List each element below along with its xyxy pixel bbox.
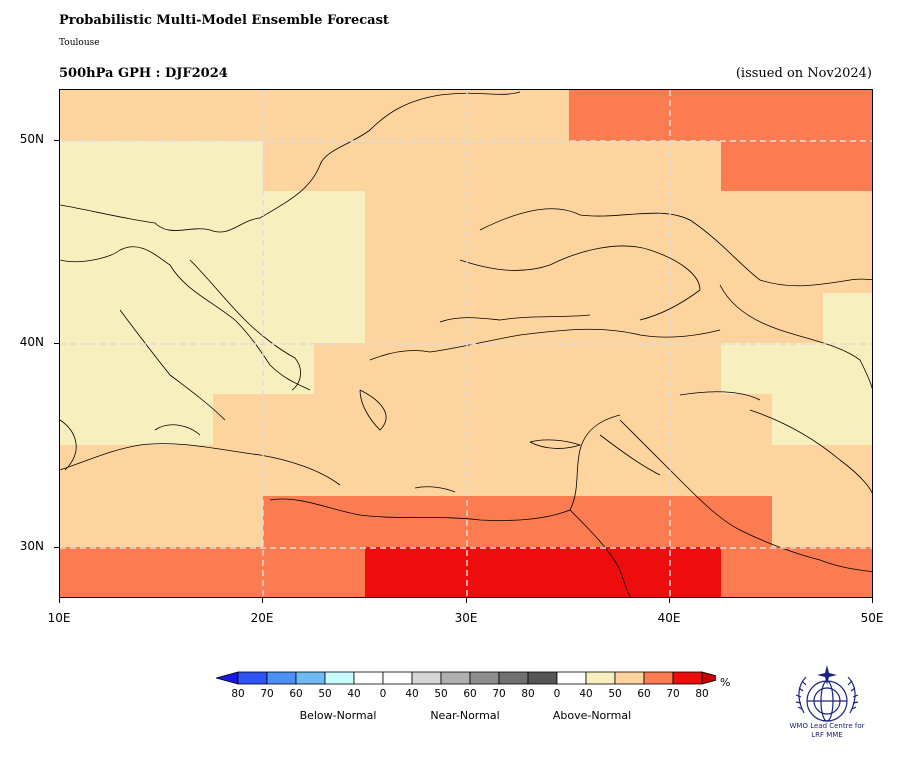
colorbar-tick-label: 0: [553, 688, 561, 700]
colorbar-tick-label: 0: [379, 688, 387, 700]
graticule: [60, 90, 872, 597]
colorbar-tick-label: 50: [434, 688, 448, 700]
colorbar-segment: [353, 671, 384, 685]
page-title: Probabilistic Multi-Model Ensemble Forec…: [59, 13, 389, 28]
colorbar-segment: [498, 671, 529, 685]
map-title: 500hPa GPH : DJF2024: [59, 66, 228, 81]
colorbar-tick-label: 60: [289, 688, 303, 700]
colorbar-segment: [672, 671, 703, 685]
colorbar-segment: [440, 671, 471, 685]
lon-tick-mark: [872, 598, 873, 603]
wmo-logo: [795, 665, 859, 722]
lon-tick-50e: 50E: [860, 611, 884, 625]
colorbar-segment: [643, 671, 674, 685]
lon-tick-10e: 10E: [47, 611, 71, 625]
colorbar-segment: [324, 671, 355, 685]
lat-tick-40n: 40N: [19, 335, 44, 349]
colorbar-segment: [295, 671, 326, 685]
colorbar-tick-label: 80: [695, 688, 709, 700]
colorbar-segment: [237, 671, 268, 685]
colorbar-segment: [585, 671, 616, 685]
cell-above-40: [721, 293, 872, 445]
colorbar-tick-label: 50: [608, 688, 622, 700]
colorbar-segment: [382, 671, 413, 685]
colorbar: [216, 671, 716, 685]
map-svg: [60, 90, 872, 597]
logo-text-line2: LRF MME: [811, 731, 843, 739]
cell-above-70: [365, 547, 721, 597]
lon-tick-20e: 20E: [250, 611, 274, 625]
colorbar-segment: [527, 671, 558, 685]
colorbar-tick-label: 70: [260, 688, 274, 700]
colorbar-tick-label: 70: [666, 688, 680, 700]
cell-above-40: [60, 141, 365, 445]
category-above-normal: Above-Normal: [552, 709, 632, 722]
colorbar-tick-label: 80: [231, 688, 245, 700]
colorbar-tick-label: 40: [347, 688, 361, 700]
lon-tick-mark: [59, 598, 60, 603]
colorbar-tick-label: 60: [463, 688, 477, 700]
page-subtitle: Toulouse: [59, 38, 100, 48]
colorbar-tick-label: 50: [318, 688, 332, 700]
lon-tick-30e: 30E: [454, 611, 478, 625]
lat-tick-mark: [54, 343, 59, 344]
colorbar-tick-label: 40: [579, 688, 593, 700]
logo-text-line1: WMO Lead Centre for: [789, 722, 865, 730]
lon-tick-mark: [466, 598, 467, 603]
category-near-normal: Near-Normal: [430, 709, 500, 722]
lon-tick-mark: [262, 598, 263, 603]
colorbar-segment: [266, 671, 297, 685]
lat-tick-30n: 30N: [19, 539, 44, 553]
lat-tick-mark: [54, 547, 59, 548]
lon-tick-mark: [669, 598, 670, 603]
lat-tick-mark: [54, 140, 59, 141]
lat-tick-50n: 50N: [19, 132, 44, 146]
colorbar-segment: [411, 671, 442, 685]
issued-date: (issued on Nov2024): [735, 66, 872, 81]
colorbar-tick-label: 80: [521, 688, 535, 700]
colorbar-segment: [614, 671, 645, 685]
colorbar-segment: [556, 671, 587, 685]
colorbar-unit: %: [720, 676, 731, 689]
lon-tick-40e: 40E: [657, 611, 681, 625]
colorbar-extend-high: [701, 671, 716, 685]
category-below-normal: Below-Normal: [299, 709, 377, 722]
colorbar-tick-label: 70: [492, 688, 506, 700]
colorbar-segment: [469, 671, 500, 685]
forecast-map: [59, 89, 873, 598]
colorbar-tick-label: 40: [405, 688, 419, 700]
colorbar-extend-low: [216, 671, 239, 685]
coastlines: [60, 91, 872, 597]
colorbar-tick-label: 60: [637, 688, 651, 700]
probability-cells: [60, 90, 872, 597]
